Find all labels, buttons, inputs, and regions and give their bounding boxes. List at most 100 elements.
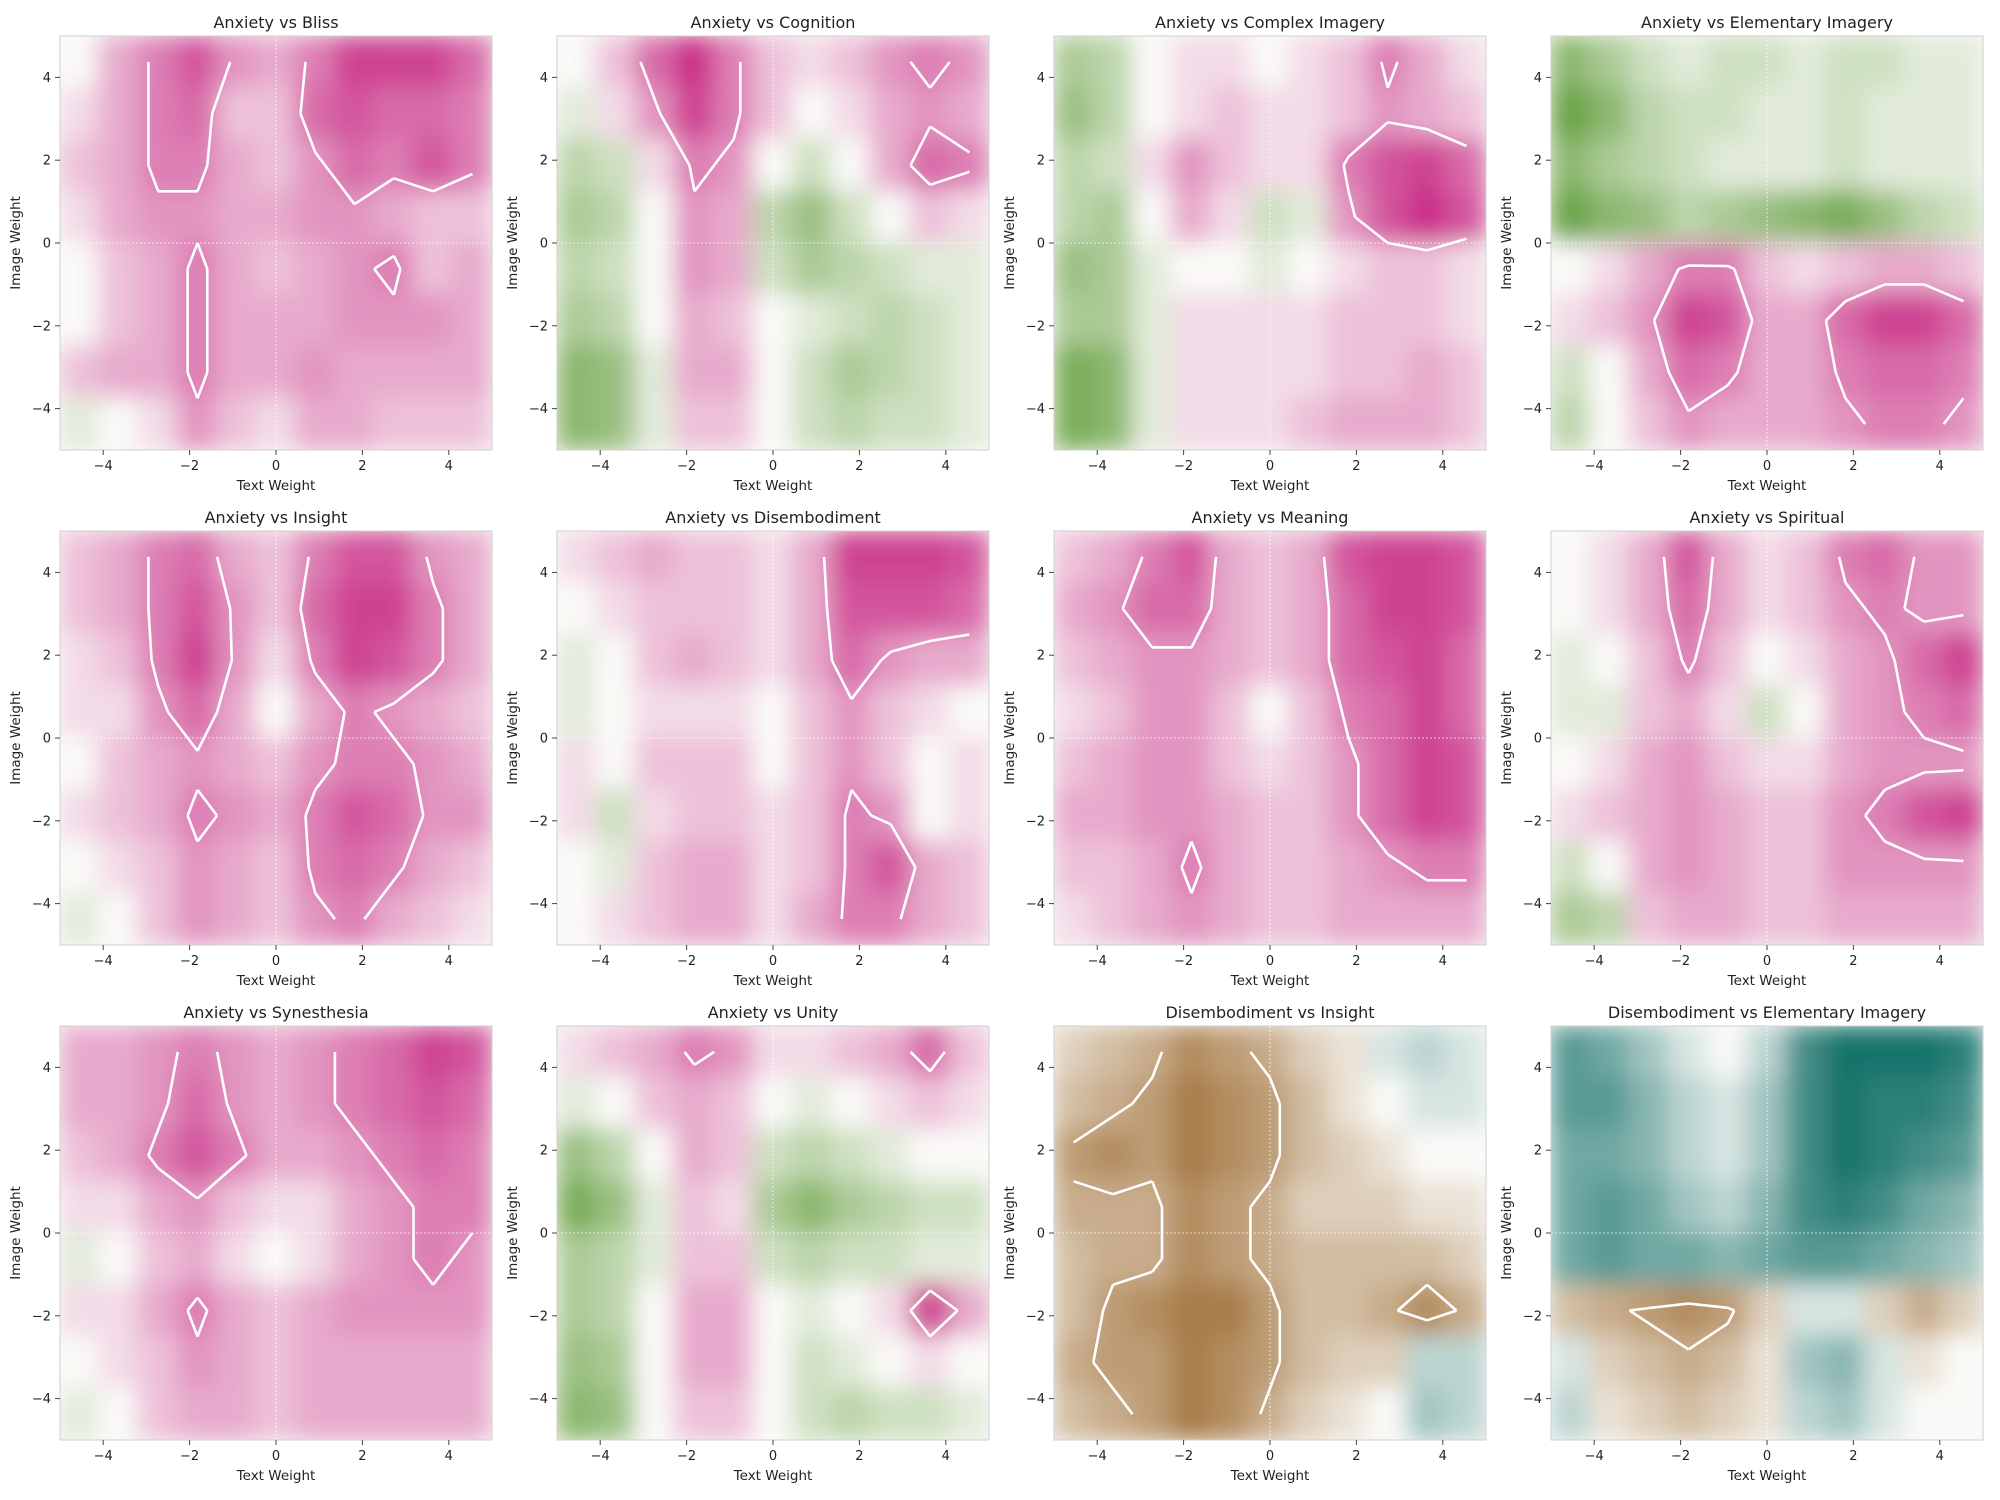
- heatmap-cell: [1785, 788, 1827, 843]
- heatmap-cell: [1445, 1076, 1486, 1131]
- heatmap-cell: [1551, 138, 1592, 193]
- heatmap-cell: [1327, 1180, 1370, 1234]
- heatmap-cell: [595, 345, 637, 400]
- heatmap-cell: [137, 1180, 179, 1234]
- heatmap-cell: [137, 138, 179, 193]
- heatmap-cell: [1589, 1283, 1631, 1338]
- heatmap-cell: [673, 1180, 716, 1234]
- heatmap-cell: [830, 138, 873, 193]
- heatmap-svg: Anxiety vs Bliss −4 −2 0 2 4 −4 −2 0 2 4 Text Weigh…: [8, 13, 493, 494]
- heatmap-cell: [557, 190, 598, 244]
- x-tick-label: −2: [180, 459, 199, 474]
- heatmap-cell: [294, 531, 336, 584]
- heatmap-cell: [634, 788, 676, 843]
- heatmap-cell: [137, 531, 179, 584]
- heatmap-panel: Anxiety vs Disembodiment −4 −2 0 2 4 −4 −2 0 2 4 Te…: [505, 505, 1049, 1001]
- heatmap-cell: [1288, 633, 1330, 688]
- heatmap-cell: [60, 397, 101, 450]
- heatmap-cell: [557, 892, 598, 945]
- heatmap-cell: [1210, 1387, 1252, 1440]
- heatmap-cell: [634, 345, 676, 400]
- heatmap-cell: [1628, 1232, 1670, 1286]
- heatmap-cell: [1942, 345, 1983, 400]
- heatmap-cell: [98, 531, 140, 584]
- heatmap-cell: [1210, 36, 1252, 89]
- heatmap-cell: [1942, 190, 1983, 244]
- heatmap-cell: [1327, 293, 1370, 348]
- heatmap-cell: [1903, 242, 1945, 296]
- heatmap-cell: [713, 1387, 755, 1440]
- panel-title: Anxiety vs Complex Imagery: [1155, 13, 1385, 32]
- heatmap-cell: [948, 36, 989, 89]
- heatmap-cell: [1210, 138, 1252, 193]
- heatmap-cell: [673, 633, 716, 688]
- heatmap-cell: [373, 892, 415, 945]
- heatmap-cell: [60, 36, 101, 89]
- heatmap-cell: [294, 36, 336, 89]
- heatmap-cell: [1942, 397, 1983, 450]
- heatmap-cell: [791, 293, 833, 348]
- heatmap-cell: [216, 1387, 258, 1440]
- heatmap-cell: [1785, 685, 1827, 739]
- x-tick-label: 4: [1936, 459, 1944, 474]
- y-tick-label: −4: [529, 1392, 548, 1407]
- heatmap-cell: [1589, 1387, 1631, 1440]
- y-tick-label: −4: [529, 897, 548, 912]
- heatmap-cell: [333, 633, 376, 688]
- heatmap-cell: [595, 737, 637, 791]
- heatmap-cell: [333, 86, 376, 141]
- y-tick-label: 4: [1534, 71, 1542, 86]
- heatmap-cell: [1551, 1026, 1592, 1079]
- x-tick-label: 2: [1352, 1449, 1360, 1464]
- heatmap-cell: [1210, 397, 1252, 450]
- heatmap-cell: [1445, 190, 1486, 244]
- heatmap-cell: [1445, 737, 1486, 791]
- heatmap-cell: [1288, 1026, 1330, 1079]
- heatmap-cell: [713, 1283, 755, 1338]
- heatmap-cell: [333, 737, 376, 791]
- heatmap-cell: [1170, 531, 1213, 584]
- x-tick-label: 2: [1849, 459, 1857, 474]
- heatmap-cell: [451, 892, 492, 945]
- heatmap-cell: [1864, 138, 1906, 193]
- heatmap-cell: [294, 293, 336, 348]
- heatmap-cell: [98, 1335, 140, 1390]
- heatmap-cell: [1824, 242, 1867, 296]
- heatmap-cell: [373, 633, 415, 688]
- heatmap-cell: [1864, 581, 1906, 636]
- heatmap-cell: [60, 788, 101, 843]
- heatmap-cell: [870, 531, 912, 584]
- heatmap-cell: [137, 1128, 179, 1183]
- heatmap-cell: [830, 737, 873, 791]
- heatmap-cell: [1667, 892, 1710, 945]
- heatmap-cell: [713, 1076, 755, 1131]
- heatmap-cell: [1864, 36, 1906, 89]
- heatmap-cell: [909, 242, 951, 296]
- heatmap-cell: [595, 1128, 637, 1183]
- heatmap-cell: [948, 138, 989, 193]
- heatmap-cell: [1210, 1128, 1252, 1183]
- heatmap-cell: [1092, 86, 1134, 141]
- x-tick-label: 0: [769, 459, 777, 474]
- heatmap-cell: [1327, 190, 1370, 244]
- y-tick-label: 0: [43, 237, 51, 252]
- x-tick-label: 0: [272, 459, 280, 474]
- y-tick-label: −2: [32, 1309, 51, 1324]
- heatmap-cell: [1288, 1335, 1330, 1390]
- heatmap-cell: [216, 293, 258, 348]
- heatmap-cell: [1667, 788, 1710, 843]
- heatmap-cell: [673, 581, 716, 636]
- heatmap-cell: [1131, 190, 1173, 244]
- heatmap-cell: [870, 345, 912, 400]
- heatmap-cell: [1170, 1026, 1213, 1079]
- heatmap-cell: [412, 190, 454, 244]
- y-axis-label: Image Weight: [1499, 691, 1515, 785]
- heatmap-cell: [137, 1026, 179, 1079]
- heatmap-cell: [791, 138, 833, 193]
- heatmap-cell: [1445, 1128, 1486, 1183]
- heatmap-cell: [1942, 36, 1983, 89]
- heatmap-cell: [1406, 36, 1448, 89]
- heatmap-cell: [1406, 1180, 1448, 1234]
- heatmap-cell: [1628, 840, 1670, 895]
- heatmap-cell: [1589, 1335, 1631, 1390]
